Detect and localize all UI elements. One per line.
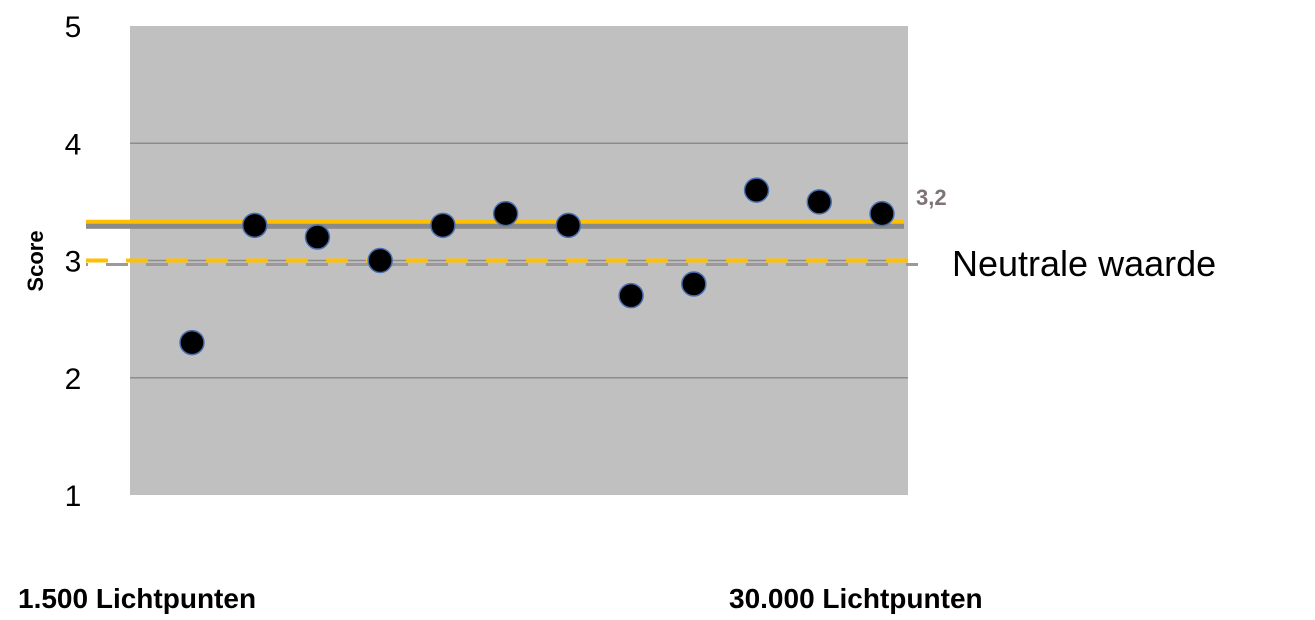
data-point <box>367 247 393 274</box>
data-point <box>681 271 707 297</box>
data-point <box>304 224 331 250</box>
x-end-label: 30.000 Lichtpunten <box>729 583 983 614</box>
y-tick-label: 2 <box>65 363 82 396</box>
data-point <box>806 189 833 215</box>
data-point <box>555 212 582 239</box>
data-point <box>241 212 268 239</box>
x-start-label: 1.500 Lichtpunten <box>18 583 257 614</box>
y-axis-ticks: 1 2 3 4 5 <box>65 11 82 513</box>
reference-lines <box>86 219 918 266</box>
data-point <box>179 329 205 356</box>
data-point <box>869 200 895 227</box>
data-point <box>430 212 456 239</box>
y-axis-label: Score <box>23 230 48 291</box>
neutral-value-label: Neutrale waarde <box>952 243 1216 284</box>
mean-value-label: 3,2 <box>916 185 947 210</box>
data-point <box>492 200 519 227</box>
y-tick-label: 3 <box>65 246 82 279</box>
y-tick-label: 5 <box>65 11 82 44</box>
data-point <box>618 282 644 309</box>
data-point <box>743 177 770 203</box>
y-tick-label: 1 <box>65 480 82 513</box>
y-tick-label: 4 <box>65 128 82 161</box>
data-points <box>179 177 895 356</box>
mean-line-shadow <box>86 220 904 229</box>
